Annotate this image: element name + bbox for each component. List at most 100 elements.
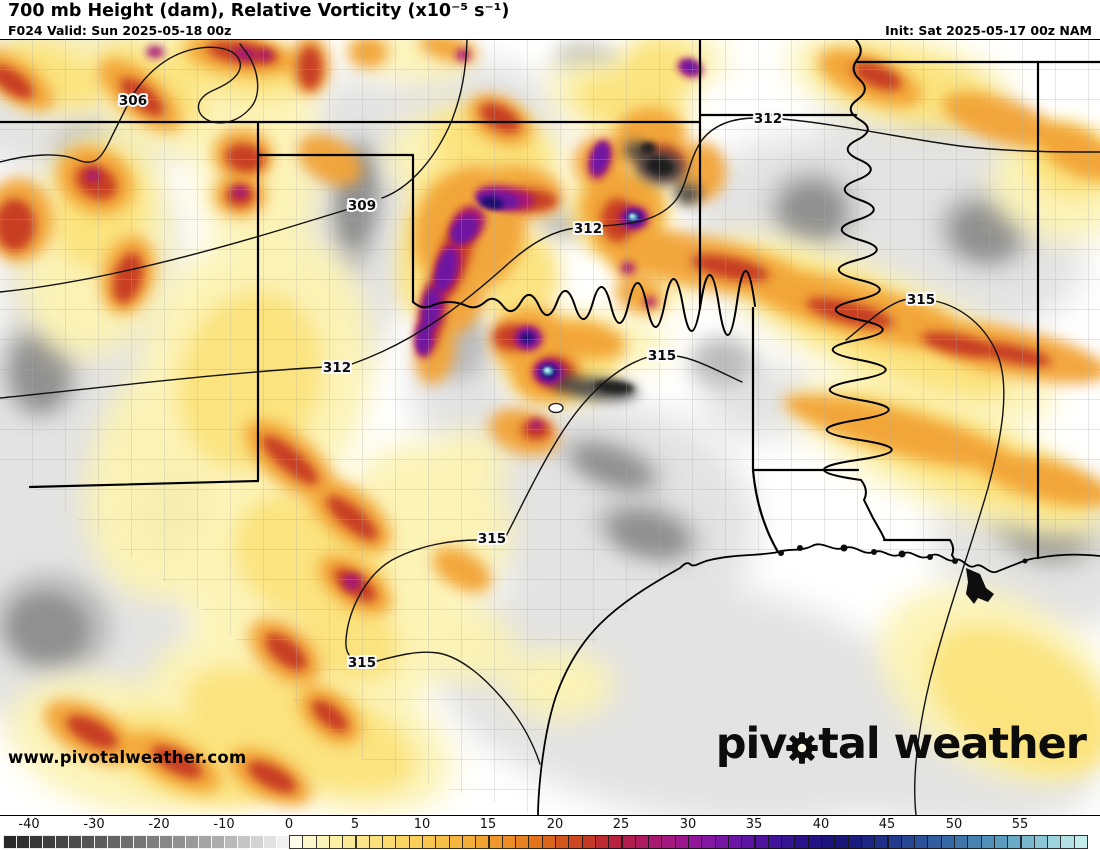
colorbar-cell bbox=[250, 835, 264, 849]
colorbar-cell bbox=[146, 835, 160, 849]
contour-label-312: 312 bbox=[574, 221, 602, 237]
colorbar-tick-55: 55 bbox=[1011, 817, 1029, 832]
colorbar-tick--40: -40 bbox=[18, 817, 40, 832]
colorbar-cell bbox=[727, 835, 743, 849]
colorbar-cell bbox=[185, 835, 199, 849]
colorbar-tick-35: 35 bbox=[745, 817, 763, 832]
colorbar: -40 -30 -20 -10 0 5 10 15 20 25 30 35 40 45 50 55 bbox=[0, 815, 1100, 850]
colorbar-cell bbox=[741, 835, 756, 849]
colorbar-cell bbox=[1020, 835, 1035, 849]
contour-309 bbox=[0, 40, 468, 293]
pearl-river bbox=[949, 539, 957, 563]
colorbar-cell bbox=[701, 835, 716, 849]
colorbar-tick-20: 20 bbox=[546, 817, 564, 832]
vorticity-blob bbox=[151, 745, 203, 779]
contour-315-central bbox=[345, 355, 743, 765]
colorbar-cell bbox=[900, 835, 916, 849]
colorbar-tick-5: 5 bbox=[350, 817, 360, 832]
colorbar-cell bbox=[1073, 835, 1088, 849]
map-canvas: 306 309 312 312 312 315 315 315 315 bbox=[0, 40, 1100, 815]
colorbar-tick-25: 25 bbox=[612, 817, 630, 832]
logo-text-left: piv bbox=[715, 719, 788, 769]
colorbar-tick-10: 10 bbox=[413, 817, 431, 832]
colorbar-cell bbox=[594, 835, 610, 849]
vorticity-blob bbox=[185, 667, 415, 793]
red-river bbox=[412, 270, 756, 336]
colorbar-cell bbox=[408, 835, 423, 849]
colorbar-cell bbox=[634, 835, 650, 849]
colorbar-cell bbox=[621, 835, 636, 849]
colorbar-cell bbox=[581, 835, 596, 849]
colorbar-tick--10: -10 bbox=[213, 817, 235, 832]
colorbar-cell bbox=[927, 835, 942, 849]
colorbar-cell bbox=[488, 835, 503, 849]
colorbar-cell bbox=[515, 835, 530, 849]
colorbar-tick--30: -30 bbox=[83, 817, 105, 832]
colorbar-cell bbox=[993, 835, 1009, 849]
colorbar-cell bbox=[276, 835, 290, 849]
contour-315-east bbox=[845, 298, 1005, 815]
watermark: www.pivotalweather.com bbox=[8, 748, 247, 767]
colorbar-tick-0: 0 bbox=[284, 817, 294, 832]
colorbar-cell bbox=[874, 835, 889, 849]
colorbar-cell bbox=[263, 835, 277, 849]
vorticity-blob bbox=[247, 761, 297, 793]
colorbar-cell bbox=[107, 835, 121, 849]
colorbar-cell bbox=[315, 835, 330, 849]
colorbar-cell bbox=[528, 835, 543, 849]
colorbar-cell bbox=[382, 835, 397, 849]
colorbar-cell bbox=[860, 835, 876, 849]
colorbar-cell bbox=[887, 835, 902, 849]
colorbar-cell bbox=[3, 835, 17, 849]
mississippi-river bbox=[823, 40, 893, 541]
colorbar-cell bbox=[29, 835, 43, 849]
colorbar-cell bbox=[807, 835, 822, 849]
vorticity-blob bbox=[929, 626, 1100, 774]
vorticity-null-oval bbox=[548, 402, 564, 414]
colorbar-swatches bbox=[0, 835, 1100, 849]
contour-312 bbox=[0, 117, 1100, 399]
colorbar-cell bbox=[648, 835, 663, 849]
colorbar-cell bbox=[568, 835, 583, 849]
colorbar-cell bbox=[120, 835, 134, 849]
colorbar-tick-15: 15 bbox=[479, 817, 497, 832]
colorbar-cell bbox=[940, 835, 955, 849]
colorbar-cell bbox=[661, 835, 676, 849]
colorbar-cell bbox=[133, 835, 147, 849]
logo-text-right: tal weather bbox=[818, 719, 1087, 769]
colorbar-cell bbox=[81, 835, 95, 849]
contour-label-312: 312 bbox=[323, 360, 351, 376]
colorbar-cell bbox=[435, 835, 450, 849]
colorbar-cell bbox=[422, 835, 437, 849]
colorbar-cell bbox=[68, 835, 82, 849]
contour-label-315: 315 bbox=[907, 292, 935, 308]
gulf-marsh bbox=[778, 544, 1028, 604]
colorbar-tick-45: 45 bbox=[878, 817, 896, 832]
colorbar-cell bbox=[198, 835, 212, 849]
colorbar-cell bbox=[172, 835, 186, 849]
colorbar-tick-40: 40 bbox=[812, 817, 830, 832]
colorbar-cell bbox=[1060, 835, 1075, 849]
colorbar-cell bbox=[847, 835, 862, 849]
vorticity-blob bbox=[8, 593, 88, 663]
colorbar-cell bbox=[501, 835, 517, 849]
colorbar-cell bbox=[688, 835, 703, 849]
colorbar-cell bbox=[714, 835, 729, 849]
colorbar-cell bbox=[1007, 835, 1022, 849]
colorbar-cell bbox=[16, 835, 30, 849]
contour-label-306: 306 bbox=[119, 93, 147, 109]
gear-icon bbox=[786, 732, 818, 764]
contour-label-315: 315 bbox=[648, 348, 676, 364]
colorbar-cell bbox=[289, 835, 304, 849]
colorbar-cell bbox=[448, 835, 463, 849]
colorbar-tick-30: 30 bbox=[679, 817, 697, 832]
colorbar-cell bbox=[608, 835, 623, 849]
colorbar-cell bbox=[328, 835, 344, 849]
colorbar-tick-50: 50 bbox=[945, 817, 963, 832]
colorbar-cell bbox=[914, 835, 929, 849]
colorbar-cell bbox=[834, 835, 849, 849]
colorbar-cell bbox=[674, 835, 689, 849]
colorbar-cell bbox=[821, 835, 836, 849]
colorbar-tick-labels: -40 -30 -20 -10 0 5 10 15 20 25 30 35 40 45 50 55 bbox=[0, 817, 1100, 833]
